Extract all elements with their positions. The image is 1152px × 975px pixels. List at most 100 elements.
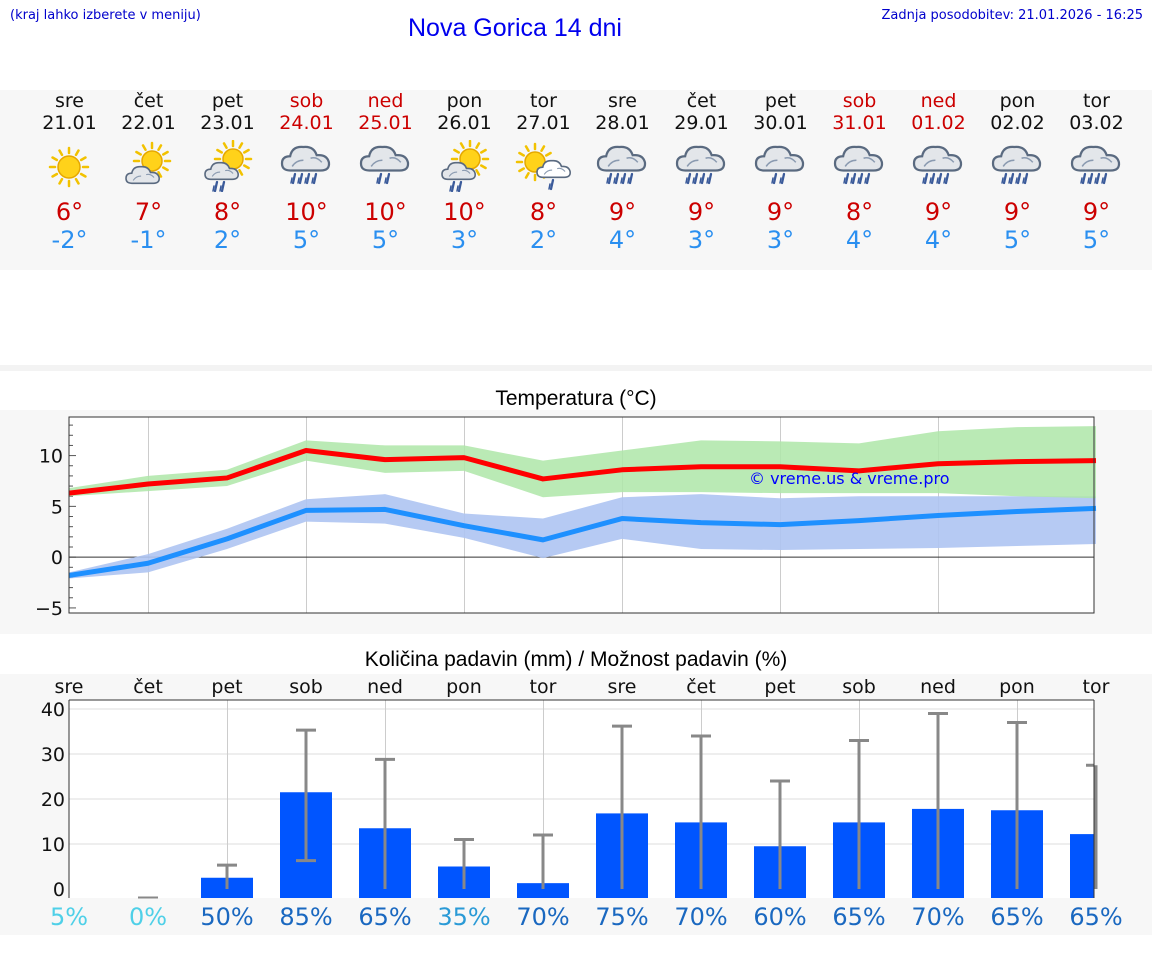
y-tick-label: 10: [41, 834, 65, 856]
precipitation-probability: 5%: [49, 903, 89, 931]
day-name: pet: [211, 90, 244, 112]
cloud-shape: [833, 145, 883, 172]
day-label: ned: [920, 676, 956, 698]
max-temperature-range: [69, 426, 1096, 499]
rain-drops: [289, 172, 317, 185]
precipitation-probability: 65%: [832, 903, 886, 931]
max-temperature: 8°: [529, 198, 558, 226]
cloud-shape: [596, 145, 646, 172]
day-forecast: tor 03.02 9° 5°: [1057, 90, 1136, 254]
temperature-chart: −5 0 5 10 © vreme.us & vreme.pro: [35, 416, 1097, 620]
day-date: 25.01: [358, 112, 413, 134]
rain-cloud-icon: [1070, 145, 1120, 185]
day-forecast: tor 27.01 8° 2°: [504, 90, 583, 254]
max-temperature: 9°: [687, 198, 716, 226]
cloud-shape: [440, 161, 476, 181]
daily-forecast-strip: sre 21.01 6° -2° čet 22.01 7° -1° pet 23.01 8° 2° so…: [0, 90, 1152, 270]
min-temperature: 3°: [687, 226, 716, 254]
day-forecast: sre 21.01 6° -2°: [30, 90, 109, 254]
day-forecast: čet 29.01 9° 3°: [662, 90, 741, 254]
precipitation-probability: 65%: [990, 903, 1044, 931]
precipitation-probability: 70%: [674, 903, 728, 931]
day-forecast: pet 30.01 9° 3°: [741, 90, 820, 254]
sun-icon: [48, 146, 89, 188]
day-date: 02.02: [990, 112, 1045, 134]
day-forecast: pon 26.01 10° 3°: [425, 90, 504, 254]
precipitation-probability: 60%: [753, 903, 807, 931]
min-temperature: 5°: [371, 226, 400, 254]
day-label: tor: [1083, 676, 1110, 698]
y-tick-label: 0: [53, 879, 65, 901]
day-name: ned: [920, 90, 957, 112]
max-temperature: 6°: [55, 198, 84, 226]
day-forecast: čet 22.01 7° -1°: [109, 90, 188, 254]
day-name: pon: [446, 90, 483, 112]
sun-shape: [48, 146, 89, 188]
y-tick-label: 40: [41, 699, 65, 721]
min-temperature: 4°: [845, 226, 874, 254]
max-temperature: 9°: [608, 198, 637, 226]
precipitation-probability: 85%: [279, 903, 333, 931]
day-date: 27.01: [516, 112, 571, 134]
precipitation-probability: 65%: [358, 903, 412, 931]
rain-drops: [605, 172, 633, 185]
last-updated: Zadnja posodobitev: 21.01.2026 - 16:25: [881, 8, 1143, 23]
error-bar: [928, 712, 948, 889]
max-temperature-line: [68, 448, 1097, 496]
light-rain-cloud-icon: [754, 145, 804, 185]
rain-drops: [547, 178, 554, 191]
day-label: pon: [999, 676, 1035, 698]
day-forecast: ned 25.01 10° 5°: [346, 90, 425, 254]
cloud-shape: [124, 165, 160, 185]
precipitation-probability: 65%: [1069, 903, 1123, 931]
day-forecast: sre 28.01 9° 4°: [583, 90, 662, 254]
watermark: © vreme.us & vreme.pro: [749, 469, 950, 488]
day-label: sob: [842, 676, 876, 698]
day-label: čet: [686, 676, 716, 698]
light-rain-cloud-icon: [359, 145, 409, 185]
day-name: sob: [289, 90, 324, 112]
precipitation-probability: 70%: [516, 903, 570, 931]
rain-cloud-icon: [912, 145, 962, 185]
day-label: pet: [764, 676, 795, 698]
min-temperature: 5°: [1003, 226, 1032, 254]
max-temperature: 9°: [924, 198, 953, 226]
day-name: pet: [764, 90, 797, 112]
y-tick-label: 10: [39, 446, 63, 468]
y-tick-label: −5: [35, 598, 63, 620]
rain-cloud-icon: [833, 145, 883, 185]
day-name: ned: [367, 90, 404, 112]
day-name: tor: [1083, 90, 1110, 112]
day-name: sre: [608, 90, 637, 112]
day-forecast: pon 02.02 9° 5°: [978, 90, 1057, 254]
cloud-shape: [203, 161, 239, 181]
rain-drops: [375, 172, 390, 185]
day-forecast: sob 31.01 8° 4°: [820, 90, 899, 254]
error-bar: [770, 779, 790, 889]
rain-cloud-icon: [596, 145, 646, 185]
max-temperature: 8°: [213, 198, 242, 226]
rain-drops: [211, 180, 225, 192]
day-label: sre: [608, 676, 637, 698]
rain-cloud-icon: [675, 145, 725, 185]
error-bar: [849, 739, 869, 889]
precipitation-chart-title: Količina padavin (mm) / Možnost padavin …: [364, 648, 788, 671]
day-forecast: pet 23.01 8° 2°: [188, 90, 267, 254]
day-name: sre: [55, 90, 84, 112]
day-date: 29.01: [674, 112, 729, 134]
min-temperature: 3°: [450, 226, 479, 254]
sun-cloud-icon: [124, 141, 171, 185]
page-title: Nova Gorica 14 dni: [407, 14, 622, 42]
error-bar: [691, 734, 711, 889]
error-bar: [296, 728, 316, 863]
min-temperature: -2°: [51, 226, 88, 254]
rain-drops: [770, 172, 785, 185]
day-label: ned: [367, 676, 403, 698]
cloud-shape: [535, 159, 571, 179]
min-temperature: 4°: [608, 226, 637, 254]
y-tick-label: 0: [51, 547, 63, 569]
sun-cloud-rain-icon: [203, 140, 252, 192]
day-name: sob: [842, 90, 877, 112]
min-temperature: 5°: [1082, 226, 1111, 254]
day-name: čet: [686, 90, 717, 112]
